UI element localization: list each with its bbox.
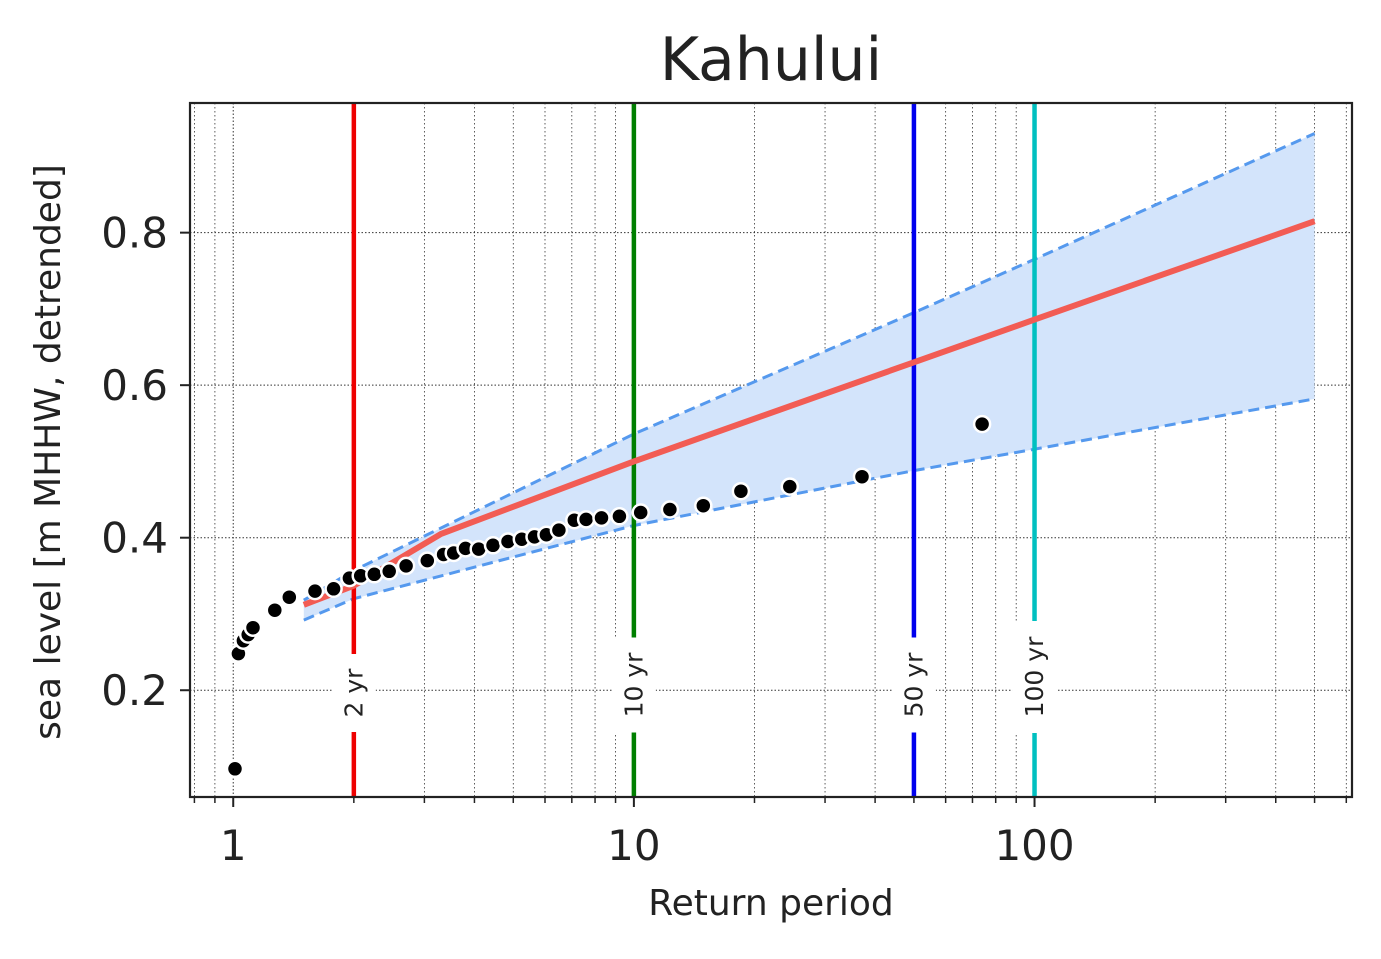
plot-frame	[188, 101, 1354, 799]
observation-point	[549, 520, 569, 540]
y-tick-label: 0.6	[101, 361, 168, 410]
observed-points	[225, 414, 992, 779]
observation-point	[418, 551, 437, 570]
observation-point	[396, 556, 416, 576]
observation-point	[592, 508, 611, 528]
return-period-lines: 2 yr 10 yr 50 yr 100 yr	[331, 103, 1057, 797]
observation-point	[265, 600, 285, 620]
upper-bound-line	[303, 132, 1316, 602]
confidence-band	[303, 132, 1316, 622]
return-period-label: 10 yr	[619, 652, 648, 718]
observation-point	[305, 581, 325, 601]
observation-point	[780, 477, 800, 496]
observation-point	[243, 618, 263, 637]
return-period-label-bg	[1012, 621, 1057, 733]
observation-point	[483, 536, 503, 555]
x-axis-label: Return period	[648, 883, 894, 924]
return-period-label: 50 yr	[899, 652, 928, 718]
return-period-label: 2 yr	[339, 668, 368, 718]
x-axis-ticks: 1 10 100	[193, 797, 1348, 870]
confidence-band-fill	[303, 133, 1315, 621]
return-period-label-bg	[611, 637, 656, 733]
observation-point	[610, 507, 629, 526]
return-period-label-bg	[331, 654, 376, 732]
observation-point	[365, 565, 384, 584]
return-period-label-bg	[891, 637, 936, 733]
y-tick-label: 0.4	[101, 514, 168, 563]
observation-point	[660, 500, 680, 519]
observation-point	[324, 579, 343, 599]
observation-point	[852, 467, 872, 486]
y-tick-label: 0.8	[101, 209, 168, 258]
x-tick-label: 1	[220, 821, 247, 870]
y-axis-ticks: 0.2 0.4 0.6 0.8	[101, 209, 190, 715]
y-tick-label: 0.2	[101, 666, 168, 715]
return-period-label: 100 yr	[1020, 636, 1049, 717]
observation-point	[631, 503, 650, 522]
lower-bound-line	[303, 397, 1315, 622]
observation-point	[731, 481, 751, 501]
x-tick-label: 10	[607, 821, 660, 870]
x-tick-label: 100	[994, 821, 1074, 870]
observation-point	[225, 759, 245, 779]
observation-point	[972, 414, 992, 434]
y-axis-label: sea level [m MHHW, detrended]	[28, 164, 69, 740]
observation-point	[379, 562, 399, 581]
observation-point	[694, 496, 713, 515]
observation-point	[576, 510, 596, 529]
observation-point	[280, 587, 299, 607]
chart-title: Kahului	[660, 25, 882, 95]
